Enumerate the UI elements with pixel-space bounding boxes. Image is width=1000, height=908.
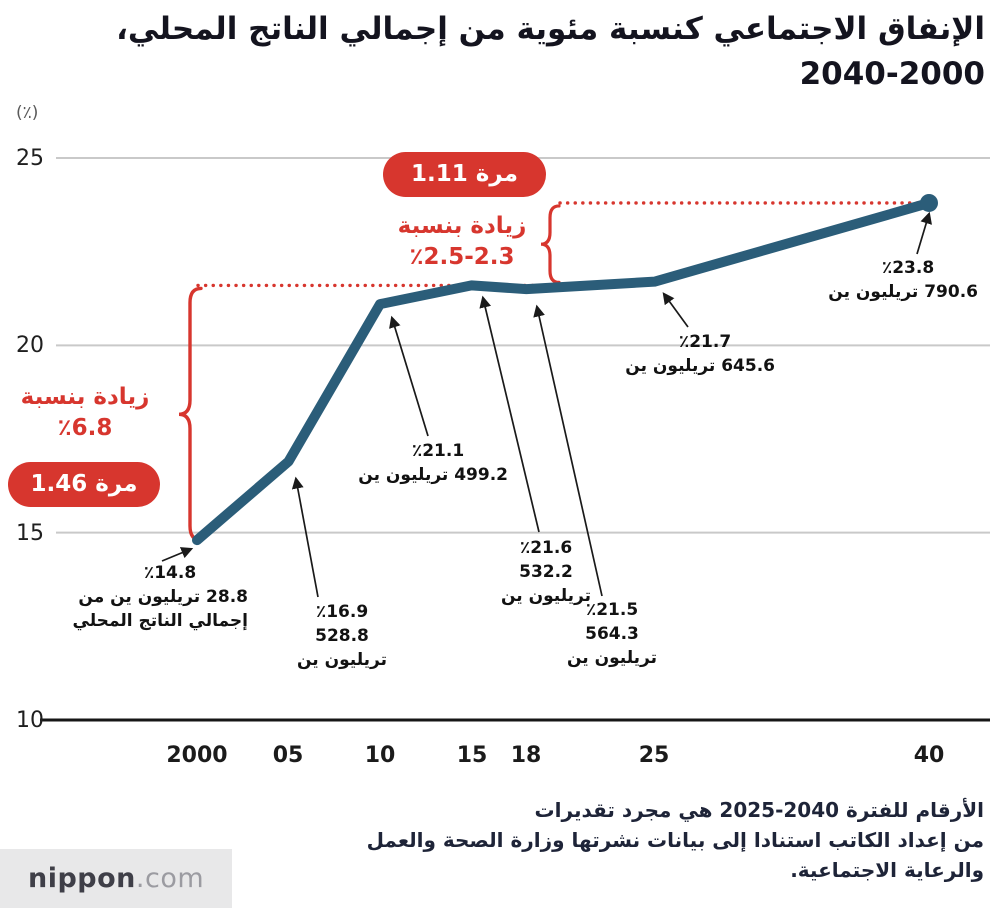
source-note-line1: الأرقام للفترة 2040-2025 هي مجرد تقديرات — [534, 798, 984, 822]
point-amount-2005: 528.8 تريليون ين — [297, 626, 387, 670]
point-label-2010: ٪21.1 499.2 تريليون ين — [358, 439, 508, 487]
point-amount-2010: 499.2 تريليون ين — [358, 465, 508, 485]
point-amount2-2000: إجمالي الناتج المحلي — [72, 611, 248, 631]
y-tick-10: 10 — [16, 708, 44, 733]
increase-label-top: زيادة بنسبة ٪2.5-2.3 — [388, 211, 536, 273]
point-amount-2000: 28.8 تريليون ين من — [78, 587, 248, 607]
point-label-2018: ٪21.5 564.3 تريليون ين — [563, 598, 661, 670]
increase-label-left-line1: زيادة بنسبة — [20, 384, 150, 410]
increase-label-top-value: ٪2.5-2.3 — [409, 244, 515, 270]
point-amount-2015: 532.2 تريليون ين — [501, 562, 591, 606]
point-pct-2018: ٪21.5 — [585, 600, 639, 620]
increase-label-top-line1: زيادة بنسبة — [397, 213, 527, 239]
x-tick-10: 10 — [364, 743, 396, 768]
x-tick-05: 05 — [272, 743, 304, 768]
chart-title: الإنفاق الاجتماعي كنسبة مئوية من إجمالي … — [15, 7, 985, 97]
point-pct-2025: ٪21.7 — [678, 332, 732, 352]
chart-title-line1: الإنفاق الاجتماعي كنسبة مئوية من إجمالي … — [116, 11, 985, 47]
nippon-logo: nippon — [28, 863, 136, 894]
source-note: الأرقام للفترة 2040-2025 هي مجرد تقديرات… — [344, 795, 984, 885]
point-label-2040: ٪23.8 790.6 تريليون ين — [828, 256, 978, 304]
point-pct-2015: ٪21.6 — [519, 538, 573, 558]
source-note-line3: والرعاية الاجتماعية. — [790, 858, 984, 882]
nippon-logo-tld: .com — [135, 863, 205, 894]
x-tick-18: 18 — [510, 743, 542, 768]
source-note-line2: من إعداد الكاتب استنادا إلى بيانات نشرته… — [366, 828, 984, 852]
point-amount-2018: 564.3 تريليون ين — [567, 624, 657, 668]
x-tick-25: 25 — [638, 743, 670, 768]
x-tick-40: 40 — [913, 743, 945, 768]
y-tick-20: 20 — [16, 333, 44, 358]
point-label-2000: ٪14.8 28.8 تريليون ين من إجمالي الناتج ا… — [72, 561, 248, 633]
point-pct-2040: ٪23.8 — [881, 258, 935, 278]
point-amount-2025: 645.6 تريليون ين — [625, 356, 775, 376]
nippon-logo-panel: nippon .com — [0, 849, 232, 908]
fold-increase-badge-left: مرة 1.46 — [8, 462, 160, 507]
x-tick-15: 15 — [456, 743, 488, 768]
fold-increase-badge-top: مرة 1.11 — [383, 152, 546, 197]
y-axis-unit: (٪) — [16, 103, 39, 123]
y-tick-25: 25 — [16, 146, 44, 171]
point-pct-2000: ٪14.8 — [143, 563, 197, 583]
chart-title-line2: 2040-2000 — [799, 56, 985, 92]
point-pct-2010: ٪21.1 — [411, 441, 465, 461]
point-amount-2040: 790.6 تريليون ين — [828, 282, 978, 302]
increase-label-left: زيادة بنسبة ٪6.8 — [14, 382, 156, 444]
increase-label-left-value: ٪6.8 — [57, 415, 113, 441]
x-tick-2000: 2000 — [166, 743, 228, 768]
point-pct-2005: ٪16.9 — [315, 602, 369, 622]
y-tick-15: 15 — [16, 521, 44, 546]
point-label-2005: ٪16.9 528.8 تريليون ين — [294, 600, 390, 672]
point-label-2025: ٪21.7 645.6 تريليون ين — [625, 330, 775, 378]
point-label-2015: ٪21.6 532.2 تريليون ين — [497, 536, 595, 608]
